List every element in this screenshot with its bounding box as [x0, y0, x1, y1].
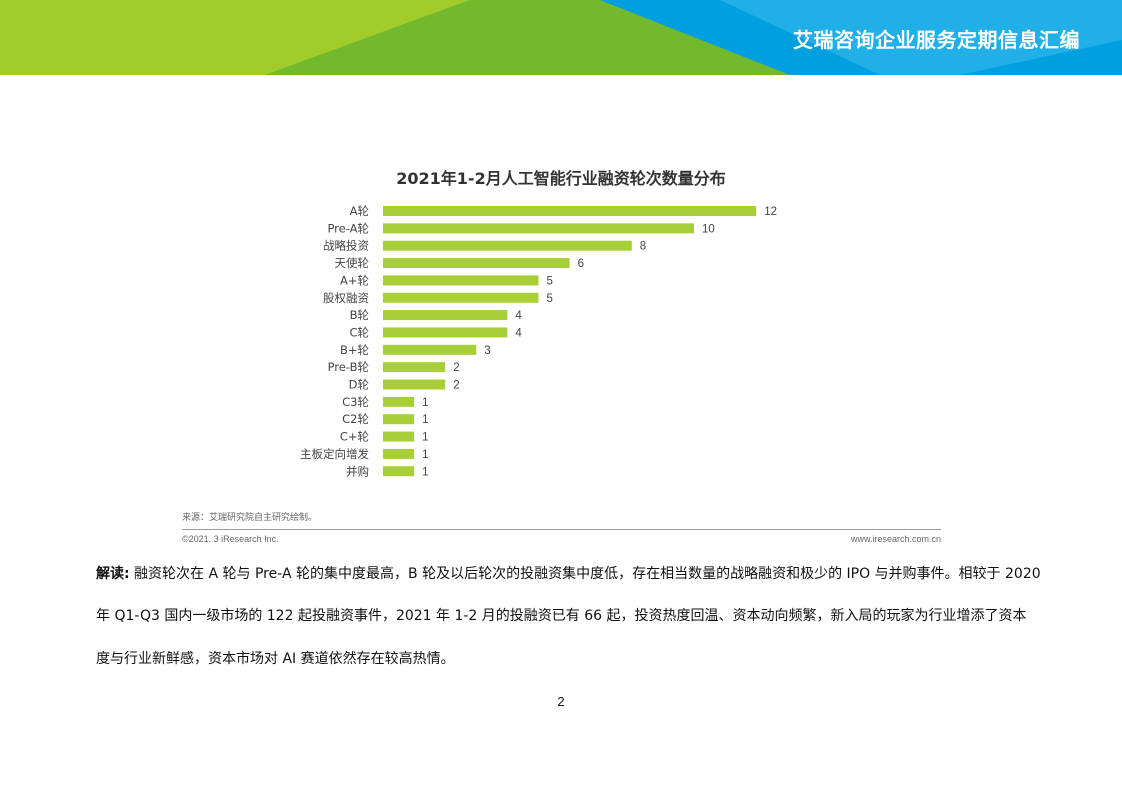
category-label: B轮	[350, 308, 370, 322]
header-title: 艾瑞咨询企业服务定期信息汇编	[793, 28, 1080, 52]
value-label: 6	[578, 258, 584, 270]
category-label: C3轮	[342, 395, 369, 409]
header-banner	[0, 0, 1122, 75]
value-label: 4	[515, 327, 522, 339]
bar	[383, 344, 477, 355]
bar	[383, 310, 508, 321]
bar	[383, 258, 570, 269]
value-label: 4	[515, 310, 522, 322]
paragraph-line-1: 解读: 融资轮次在 A 轮与 Pre-A 轮的集中度最高，B 轮及以后轮次的投融…	[96, 563, 1041, 583]
value-label: 2	[453, 362, 459, 374]
bar	[383, 240, 632, 251]
chart-title: 2021年1-2月人工智能行业融资轮次数量分布	[396, 169, 726, 188]
category-label: 战略投资	[323, 239, 369, 253]
category-label: B+轮	[340, 343, 370, 357]
paragraph-label: 解读:	[96, 566, 130, 582]
value-label: 1	[422, 466, 428, 478]
value-label: 8	[640, 241, 646, 253]
website-text: www.iresearch.com.cn	[850, 534, 941, 544]
bar	[383, 414, 415, 425]
copyright-text: ©2021. 3 iResearch Inc.	[182, 534, 279, 544]
category-label: A+轮	[340, 273, 370, 287]
value-label: 12	[764, 206, 777, 218]
bar	[383, 362, 446, 373]
category-label: C轮	[349, 325, 369, 339]
footer-divider	[182, 529, 941, 530]
value-label: 1	[422, 414, 428, 426]
category-label: A轮	[350, 204, 370, 218]
category-label: Pre-A轮	[327, 221, 369, 235]
category-label: 天使轮	[335, 256, 370, 270]
bar	[383, 466, 415, 477]
bar	[383, 448, 415, 459]
value-label: 1	[422, 397, 428, 409]
source-note: 来源：艾瑞研究院自主研究绘制。	[182, 513, 318, 523]
value-label: 1	[422, 432, 428, 444]
value-label: 3	[484, 345, 490, 357]
paragraph-line-2: 年 Q1-Q3 国内一级市场的 122 起投融资事件，2021 年 1-2 月的…	[96, 608, 1026, 624]
category-label: 主板定向增发	[300, 447, 369, 461]
value-label: 10	[702, 223, 715, 235]
category-label: C2轮	[342, 412, 369, 426]
bar	[383, 396, 415, 407]
bar	[383, 206, 757, 216]
paragraph-line-3: 度与行业新鲜感，资本市场对 AI 赛道依然存在较高热情。	[96, 651, 455, 667]
bar	[383, 223, 694, 234]
bar	[383, 379, 446, 390]
page-number: 2	[557, 694, 565, 709]
value-label: 1	[422, 449, 428, 461]
value-label: 2	[453, 380, 459, 392]
category-label: 股权融资	[323, 291, 369, 305]
value-label: 5	[547, 293, 553, 305]
value-label: 5	[547, 275, 553, 287]
category-label: Pre-B轮	[328, 360, 370, 374]
paragraph-line-1-text: 融资轮次在 A 轮与 Pre-A 轮的集中度最高，B 轮及以后轮次的投融资集中度…	[129, 566, 1041, 582]
category-label: D轮	[349, 378, 370, 392]
bar	[383, 275, 539, 286]
category-label: C+轮	[340, 430, 370, 444]
category-label: 并购	[346, 464, 369, 478]
bar	[383, 292, 539, 303]
bar	[383, 431, 415, 442]
bar	[383, 327, 508, 338]
